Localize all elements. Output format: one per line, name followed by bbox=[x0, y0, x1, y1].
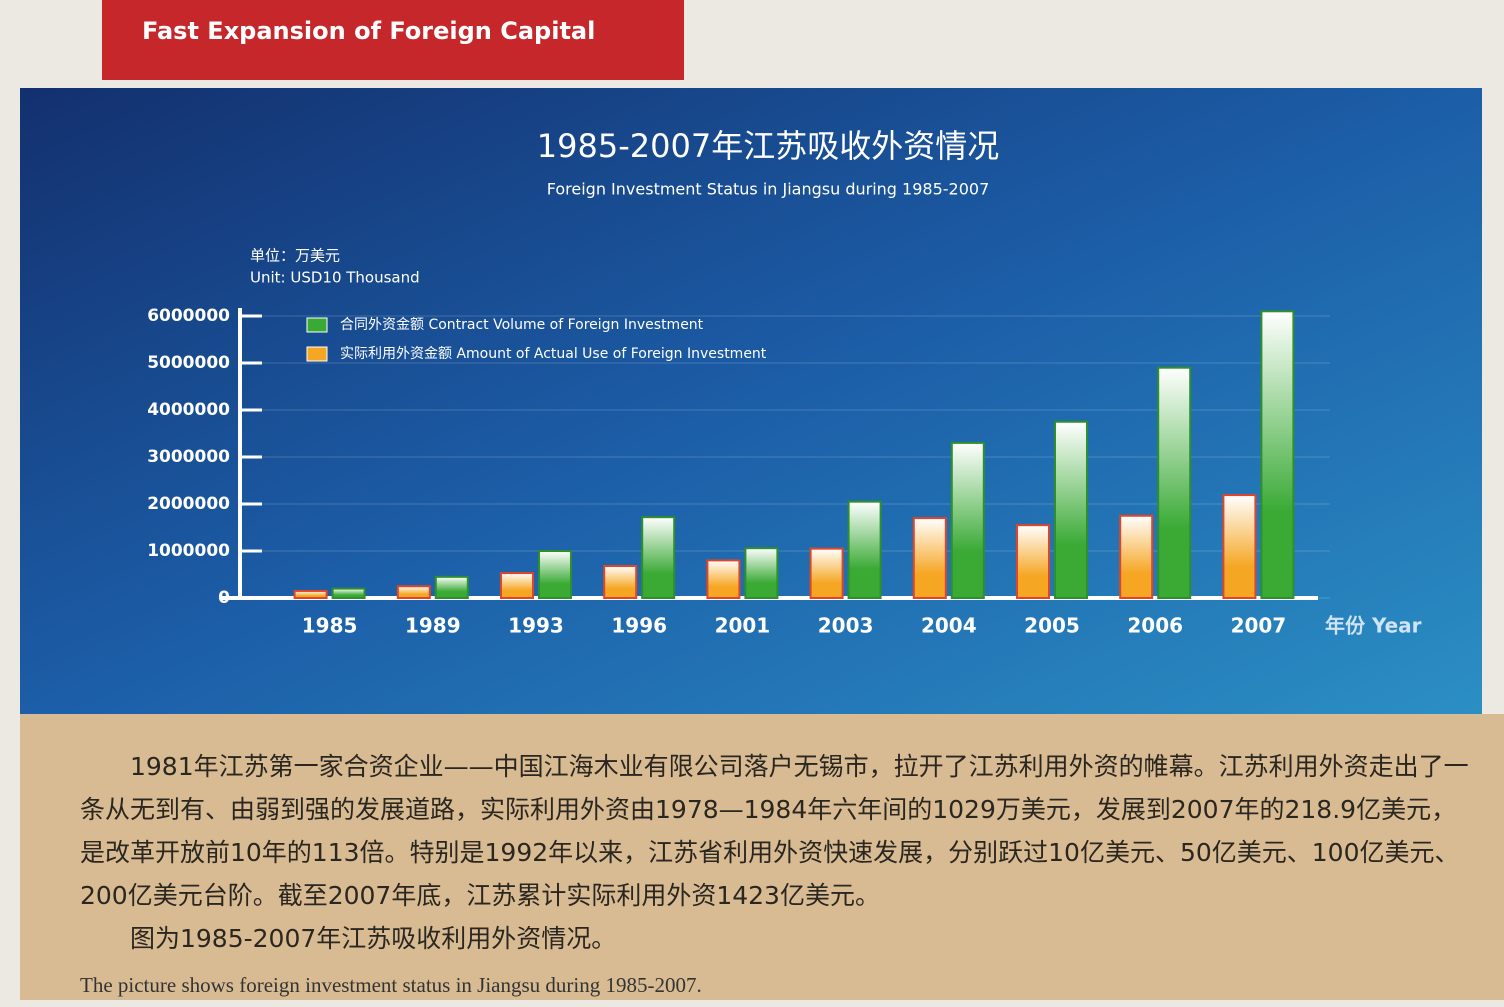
bar bbox=[603, 565, 638, 599]
y-tick-label: 2000000 bbox=[147, 494, 230, 514]
x-tick-label: 1985 bbox=[302, 614, 358, 638]
x-tick-label: 2007 bbox=[1231, 614, 1287, 638]
legend-swatch bbox=[306, 346, 328, 362]
bar bbox=[950, 441, 985, 599]
board bbox=[20, 88, 1482, 716]
x-axis-label: 年份 Year bbox=[1325, 614, 1422, 638]
x-tick-label: 2003 bbox=[818, 614, 874, 638]
y-tick-label: 3000000 bbox=[147, 447, 230, 467]
y-tick-label: 4000000 bbox=[147, 400, 230, 420]
x-tick-label: 1993 bbox=[508, 614, 564, 638]
x-tick-label: 2001 bbox=[715, 614, 771, 638]
caption: The picture shows foreign investment sta… bbox=[80, 973, 702, 997]
paragraph: 1981年江苏第一家合资企业——中国江海木业有限公司落户无锡市，拉开了江苏利用外… bbox=[80, 752, 1469, 910]
x-tick-label: 2006 bbox=[1127, 614, 1183, 638]
bar bbox=[500, 572, 534, 600]
description: 1981年江苏第一家合资企业——中国江海木业有限公司落户无锡市，拉开了江苏利用外… bbox=[80, 745, 1470, 1007]
bar bbox=[331, 587, 366, 599]
bar bbox=[809, 547, 844, 600]
legend-label: 实际利用外资金额 Amount of Actual Use of Foreign… bbox=[340, 346, 767, 362]
x-tick-label: 2004 bbox=[921, 614, 977, 638]
bar bbox=[434, 575, 469, 599]
bar bbox=[1016, 524, 1050, 600]
y-tick-label: 5000000 bbox=[147, 353, 230, 373]
header-title: Fast Expansion of Foreign Capital bbox=[142, 17, 595, 45]
y-tick-label: 1000000 bbox=[147, 541, 230, 561]
chart-title: 1985-2007年江苏吸收外资情况 bbox=[537, 127, 999, 165]
y-tick-label: 6000000 bbox=[147, 306, 230, 326]
bar bbox=[912, 517, 947, 599]
bar bbox=[847, 500, 882, 599]
bar bbox=[1260, 310, 1295, 599]
bar bbox=[744, 547, 779, 599]
chart-subtitle: Foreign Investment Status in Jiangsu dur… bbox=[547, 180, 990, 199]
bar bbox=[641, 516, 676, 599]
bar bbox=[706, 559, 741, 600]
bar bbox=[1157, 366, 1192, 600]
text-panel bbox=[20, 714, 1504, 1000]
legend-swatch bbox=[306, 317, 328, 333]
bar bbox=[1222, 494, 1257, 600]
bar bbox=[1119, 514, 1154, 599]
bar bbox=[396, 585, 431, 599]
legend-label: 合同外资金额 Contract Volume of Foreign Invest… bbox=[340, 317, 704, 333]
bar bbox=[1054, 420, 1088, 599]
paragraph: 图为1985-2007年江苏吸收利用外资情况。 bbox=[130, 924, 617, 953]
bar bbox=[293, 589, 328, 600]
header-banner bbox=[102, 0, 684, 80]
bar bbox=[538, 550, 572, 599]
x-tick-label: 1989 bbox=[405, 614, 461, 638]
x-tick-label: 2005 bbox=[1024, 614, 1080, 638]
unit-label: 单位：万美元 bbox=[250, 247, 340, 265]
unit-label: Unit: USD10 Thousand bbox=[250, 269, 420, 287]
x-tick-label: 1996 bbox=[611, 614, 667, 638]
